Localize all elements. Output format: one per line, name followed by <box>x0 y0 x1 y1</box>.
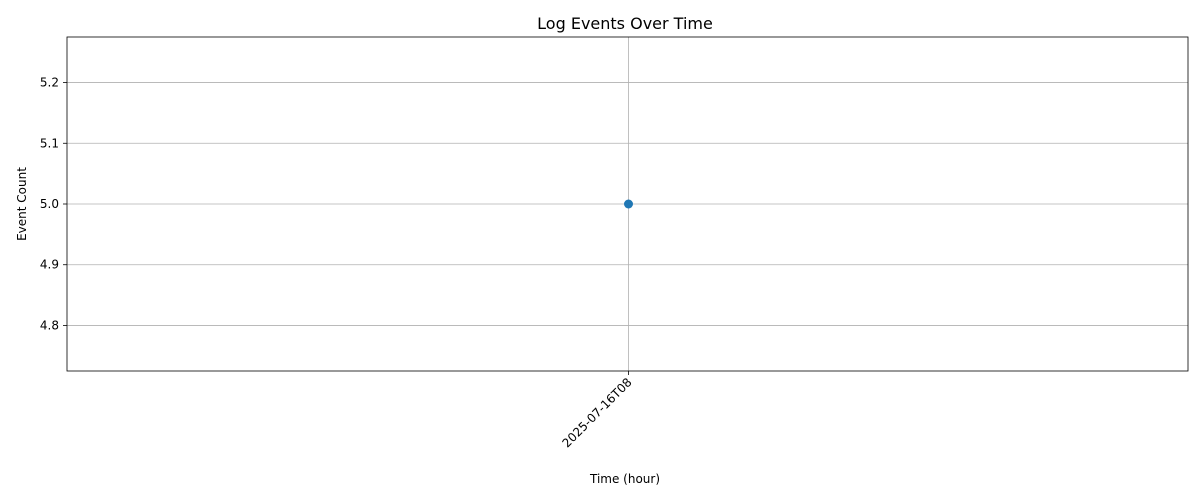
ticks-layer: 4.8 4.9 5.0 5.1 5.2 2025-07-16T08 <box>40 76 635 451</box>
y-axis-label: Event Count <box>15 167 29 241</box>
marks-layer <box>624 199 633 209</box>
x-tick-label: 2025-07-16T08 <box>559 375 634 450</box>
y-tick-label: 5.1 <box>40 136 59 150</box>
y-tick-label: 5.0 <box>40 197 59 211</box>
y-tick-label: 4.9 <box>40 258 59 272</box>
chart-title: Log Events Over Time <box>537 14 713 33</box>
data-point <box>624 199 633 209</box>
x-axis-label: Time (hour) <box>589 472 660 486</box>
y-tick-label: 4.8 <box>40 318 59 332</box>
y-tick-label: 5.2 <box>40 76 59 90</box>
